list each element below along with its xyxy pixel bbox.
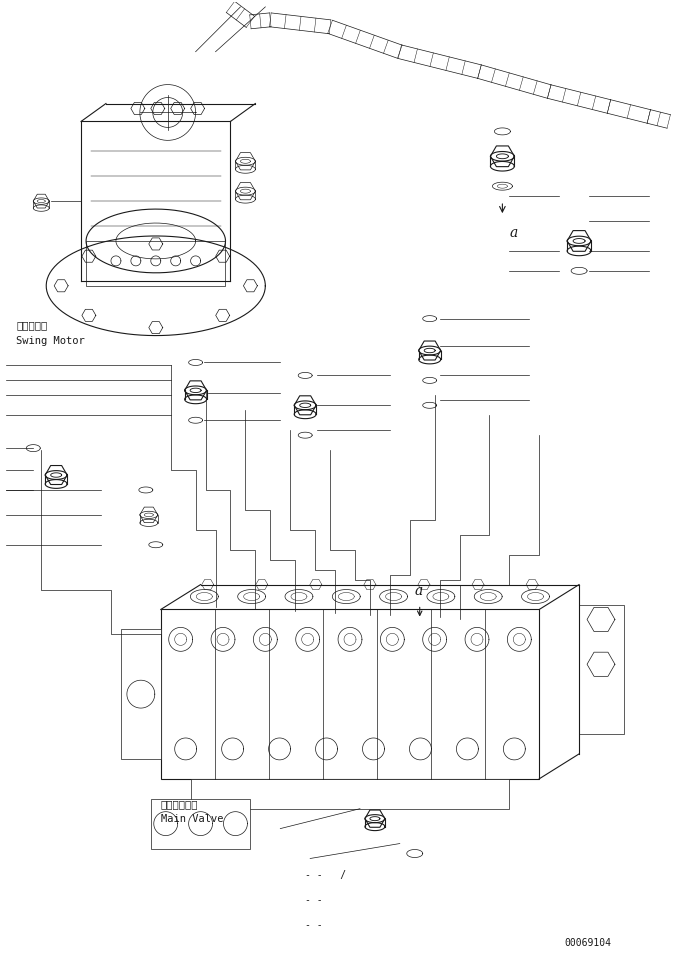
Text: メインバルブ: メインバルブ bbox=[161, 799, 198, 808]
Text: - -   /: - - / bbox=[305, 871, 346, 880]
Text: 旋回モータ: 旋回モータ bbox=[16, 321, 47, 330]
FancyBboxPatch shape bbox=[161, 610, 540, 779]
FancyBboxPatch shape bbox=[121, 630, 161, 759]
Text: 00069104: 00069104 bbox=[564, 938, 611, 948]
FancyBboxPatch shape bbox=[191, 779, 510, 808]
Text: a: a bbox=[510, 226, 518, 240]
Text: - -: - - bbox=[305, 896, 322, 905]
FancyBboxPatch shape bbox=[579, 605, 624, 734]
Text: - -: - - bbox=[305, 921, 322, 930]
FancyBboxPatch shape bbox=[86, 241, 225, 286]
Text: Main Valve: Main Valve bbox=[161, 814, 223, 824]
Text: a: a bbox=[415, 584, 423, 597]
Text: Swing Motor: Swing Motor bbox=[16, 336, 85, 346]
FancyBboxPatch shape bbox=[151, 799, 251, 849]
